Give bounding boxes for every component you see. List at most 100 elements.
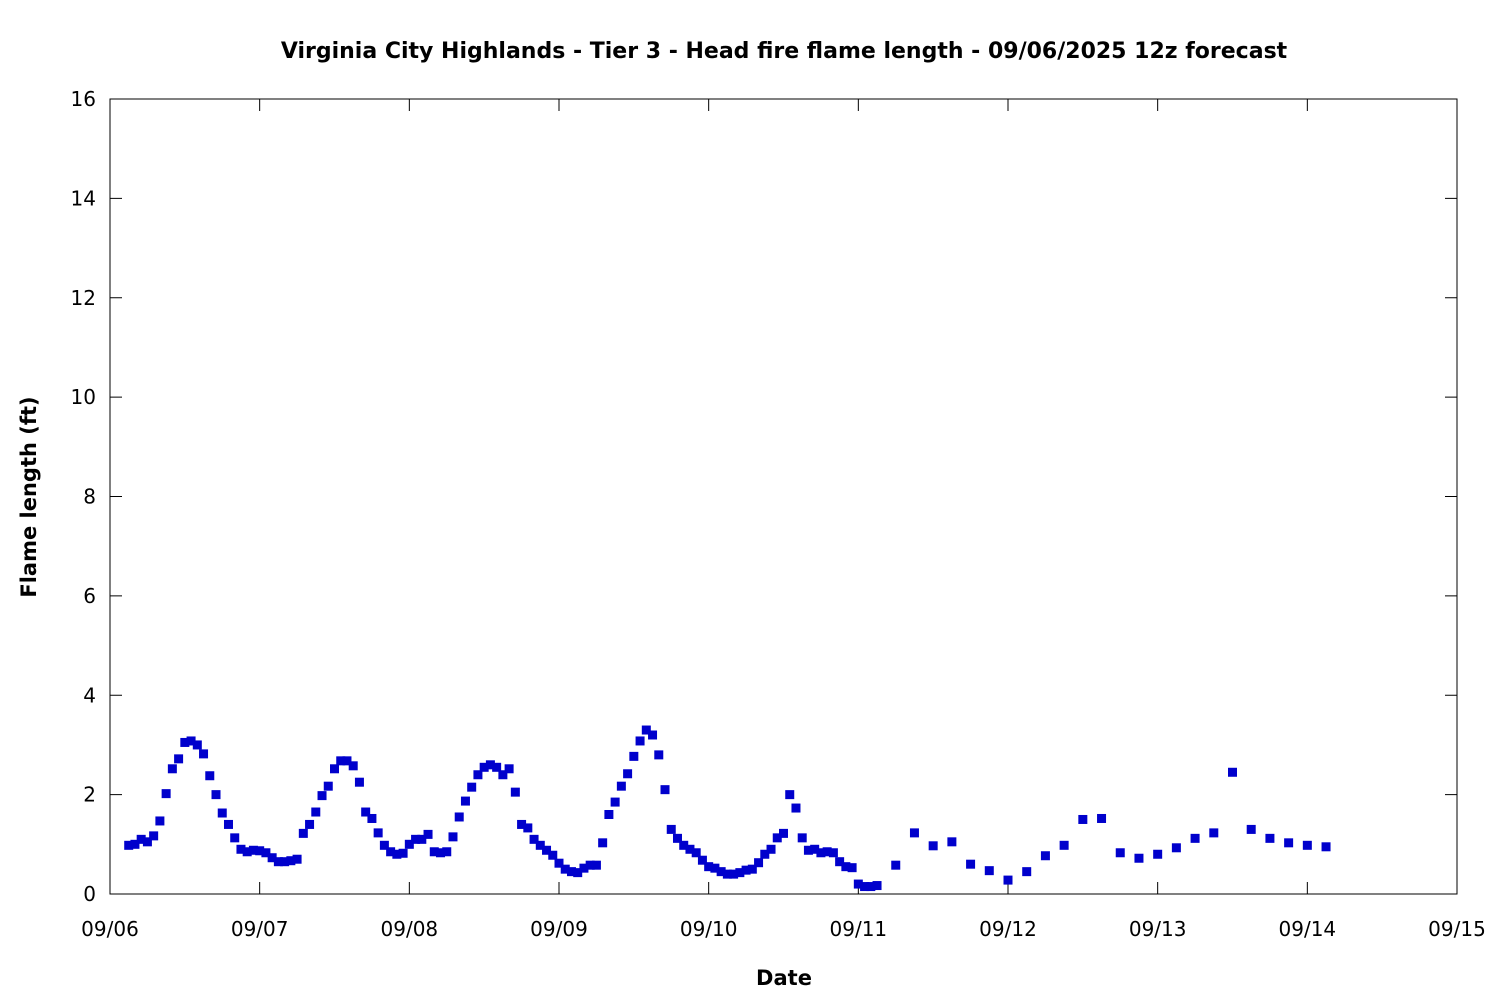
data-point bbox=[829, 848, 838, 857]
data-point bbox=[168, 764, 177, 773]
data-point bbox=[1060, 841, 1069, 850]
data-point bbox=[667, 825, 676, 834]
data-point bbox=[212, 790, 221, 799]
y-tick-label: 6 bbox=[83, 584, 96, 608]
data-point bbox=[193, 740, 202, 749]
data-point bbox=[511, 788, 520, 797]
x-tick-label: 09/11 bbox=[830, 917, 888, 941]
data-point bbox=[162, 789, 171, 798]
data-point bbox=[617, 782, 626, 791]
y-axis-label: Flame length (ft) bbox=[17, 396, 41, 597]
data-point bbox=[448, 832, 457, 841]
data-point bbox=[798, 833, 807, 842]
data-point bbox=[1116, 848, 1125, 857]
chart-title: Virginia City Highlands - Tier 3 - Head … bbox=[281, 39, 1288, 64]
data-point bbox=[1303, 841, 1312, 850]
data-point bbox=[966, 860, 975, 869]
data-point bbox=[754, 858, 763, 867]
data-point bbox=[305, 820, 314, 829]
data-point bbox=[199, 749, 208, 758]
data-point bbox=[424, 830, 433, 839]
data-point bbox=[891, 861, 900, 870]
data-point bbox=[349, 761, 358, 770]
data-point bbox=[873, 881, 882, 890]
data-point bbox=[311, 808, 320, 817]
data-point bbox=[1097, 814, 1106, 823]
data-points bbox=[124, 726, 1330, 892]
data-point bbox=[767, 845, 776, 854]
x-tick-label: 09/07 bbox=[231, 917, 289, 941]
data-point bbox=[1134, 854, 1143, 863]
data-point bbox=[1153, 850, 1162, 859]
data-point bbox=[648, 731, 657, 740]
x-tick-label: 09/06 bbox=[81, 917, 139, 941]
y-tick-label: 10 bbox=[71, 385, 96, 409]
x-tick-label: 09/08 bbox=[381, 917, 439, 941]
data-point bbox=[318, 791, 327, 800]
data-point bbox=[611, 798, 620, 807]
data-point bbox=[548, 851, 557, 860]
data-point bbox=[598, 838, 607, 847]
y-tick-label: 12 bbox=[71, 286, 96, 310]
y-tick-label: 2 bbox=[83, 783, 96, 807]
data-point bbox=[1004, 876, 1013, 885]
data-point bbox=[985, 866, 994, 875]
data-point bbox=[785, 790, 794, 799]
x-axis-label: Date bbox=[756, 966, 812, 990]
data-point bbox=[1022, 867, 1031, 876]
data-point bbox=[355, 778, 364, 787]
y-tick-labels: 0 2 4 6 8 10 12 14 16 bbox=[71, 87, 96, 906]
data-point bbox=[629, 752, 638, 761]
x-tick-labels: 09/06 09/07 09/08 09/09 09/10 09/11 09/12 09/13… bbox=[81, 917, 1486, 941]
data-point bbox=[636, 736, 645, 745]
x-tick-label: 09/10 bbox=[680, 917, 738, 941]
data-point bbox=[947, 837, 956, 846]
data-point bbox=[461, 797, 470, 806]
data-point bbox=[174, 754, 183, 763]
data-point bbox=[230, 833, 239, 842]
data-point bbox=[374, 828, 383, 837]
data-point bbox=[661, 785, 670, 794]
data-point bbox=[205, 771, 214, 780]
data-point bbox=[654, 750, 663, 759]
data-point bbox=[1247, 825, 1256, 834]
data-point bbox=[442, 847, 451, 856]
data-point bbox=[505, 764, 514, 773]
data-point bbox=[218, 809, 227, 818]
data-point bbox=[224, 820, 233, 829]
data-point bbox=[1265, 834, 1274, 843]
x-tick-label: 09/09 bbox=[530, 917, 588, 941]
data-point bbox=[910, 828, 919, 837]
data-point bbox=[149, 831, 158, 840]
data-point bbox=[929, 841, 938, 850]
plot-frame bbox=[110, 99, 1457, 894]
data-point bbox=[399, 849, 408, 858]
data-point bbox=[367, 814, 376, 823]
data-point bbox=[1172, 843, 1181, 852]
data-point bbox=[1191, 834, 1200, 843]
data-point bbox=[293, 855, 302, 864]
data-point bbox=[592, 861, 601, 870]
data-point bbox=[523, 823, 532, 832]
data-point bbox=[1209, 828, 1218, 837]
y-tick-label: 16 bbox=[71, 87, 96, 111]
data-point bbox=[455, 812, 464, 821]
data-point bbox=[1078, 815, 1087, 824]
data-point bbox=[848, 863, 857, 872]
axis-ticks bbox=[110, 99, 1457, 894]
x-tick-label: 09/12 bbox=[979, 917, 1037, 941]
data-point bbox=[299, 829, 308, 838]
data-point bbox=[623, 769, 632, 778]
data-point bbox=[467, 783, 476, 792]
data-point bbox=[1228, 768, 1237, 777]
y-tick-label: 8 bbox=[83, 485, 96, 509]
data-point bbox=[1322, 842, 1331, 851]
data-point bbox=[779, 829, 788, 838]
x-tick-label: 09/14 bbox=[1279, 917, 1337, 941]
x-tick-label: 09/15 bbox=[1428, 917, 1486, 941]
x-tick-label: 09/13 bbox=[1129, 917, 1187, 941]
data-point bbox=[324, 782, 333, 791]
data-point bbox=[604, 810, 613, 819]
data-point bbox=[155, 816, 164, 825]
